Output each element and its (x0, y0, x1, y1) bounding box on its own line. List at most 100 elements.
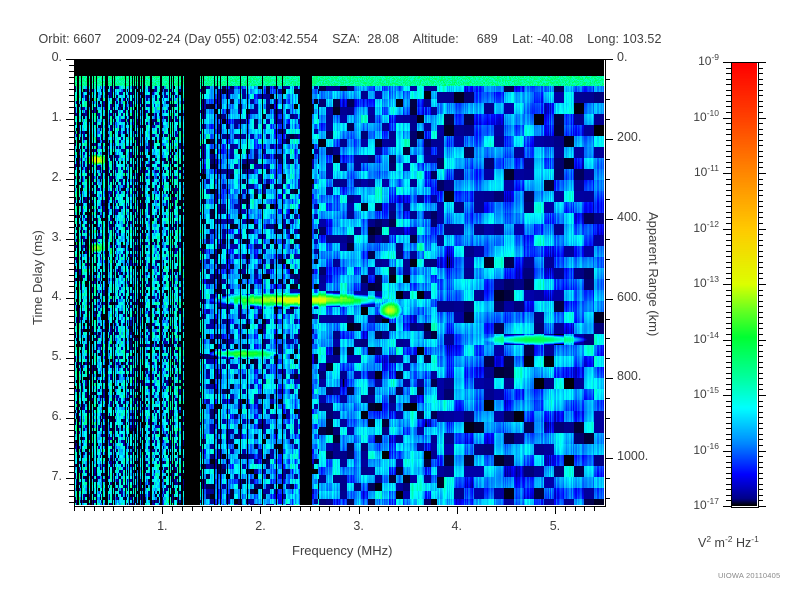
axis-tick (69, 472, 74, 474)
axis-tick (758, 500, 763, 502)
right-tick-label-5: 1000. (617, 449, 649, 464)
axis-tick (69, 376, 74, 378)
axis-tick (348, 506, 350, 511)
axis-tick (726, 345, 731, 347)
header-info: Orbit: 6607 2009-02-24 (Day 055) 02:03:4… (38, 32, 662, 46)
axis-tick (726, 278, 731, 280)
axis-tick (545, 506, 547, 511)
axis-tick (758, 339, 766, 341)
axis-tick (69, 88, 74, 90)
axis-tick (554, 506, 556, 514)
bottom-tick-label-3: 4. (451, 519, 462, 533)
axis-tick (726, 317, 731, 319)
axis-tick (446, 506, 448, 511)
axis-tick (758, 333, 763, 335)
axis-tick (69, 184, 74, 186)
axis-tick (605, 338, 610, 340)
axis-tick (758, 350, 763, 352)
left-tick-label-4: 4. (51, 289, 62, 304)
axis-tick (726, 245, 731, 247)
axis-tick (726, 289, 731, 291)
axis-tick (69, 124, 74, 126)
axis-tick (723, 506, 731, 507)
axis-tick (66, 59, 74, 60)
axis-tick (726, 167, 731, 169)
axis-tick (758, 95, 763, 97)
axis-tick (758, 450, 766, 452)
axis-tick (758, 134, 763, 136)
axis-tick (758, 239, 763, 241)
left-tick-label-5: 5. (51, 349, 62, 364)
left-axis-title: Time Delay (ms) (30, 230, 45, 325)
axis-tick (69, 172, 74, 174)
axis-tick (726, 67, 731, 69)
axis-tick (726, 100, 731, 102)
axis-tick (605, 298, 613, 300)
axis-tick (407, 506, 409, 511)
axis-tick (605, 218, 613, 220)
colorbar-tick-label-1: 10-10 (693, 107, 719, 124)
axis-tick (66, 478, 74, 480)
axis-tick (358, 506, 360, 514)
bottom-tick-label-0: 1. (157, 519, 168, 533)
axis-tick (726, 311, 731, 313)
axis-tick (280, 506, 282, 511)
axis-tick (69, 412, 74, 414)
axis-tick (726, 378, 731, 380)
axis-tick (723, 395, 731, 396)
axis-tick (758, 378, 763, 380)
axis-tick (69, 166, 74, 168)
axis-tick (69, 100, 74, 102)
axis-tick (66, 298, 74, 300)
axis-tick (726, 195, 731, 197)
colorbar (731, 62, 757, 506)
axis-tick (758, 211, 763, 213)
axis-tick (605, 318, 610, 320)
axis-tick (758, 67, 763, 69)
axis-tick (69, 364, 74, 366)
axis-tick (726, 494, 731, 496)
axis-tick (726, 234, 731, 236)
axis-tick (758, 78, 763, 80)
axis-tick (172, 506, 174, 511)
axis-tick (758, 200, 763, 202)
bottom-tick-label-2: 3. (353, 519, 364, 533)
axis-tick (758, 367, 763, 369)
axis-tick (758, 150, 763, 152)
axis-tick (758, 256, 763, 258)
axis-tick (69, 274, 74, 276)
axis-tick (726, 95, 731, 97)
axis-tick (723, 450, 731, 452)
axis-tick (69, 502, 74, 503)
axis-tick (388, 506, 390, 511)
colorbar-tick-label-8: 10-17 (693, 496, 719, 512)
axis-tick (758, 400, 763, 402)
axis-tick (339, 506, 340, 511)
axis-tick (726, 456, 731, 458)
axis-tick (289, 506, 291, 511)
bottom-tick-label-1: 2. (255, 519, 266, 533)
axis-tick (201, 506, 203, 511)
axis-tick (329, 506, 331, 511)
axis-tick (437, 506, 439, 511)
axis-tick (69, 244, 74, 246)
axis-tick (69, 280, 74, 282)
axis-tick (123, 506, 125, 511)
axis-tick (758, 389, 763, 391)
axis-tick (605, 78, 610, 80)
axis-tick (758, 145, 763, 147)
axis-tick (726, 372, 731, 374)
axis-tick (726, 272, 731, 274)
axis-tick (758, 161, 763, 163)
axis-tick (69, 232, 74, 234)
axis-tick (142, 506, 144, 511)
axis-tick (69, 388, 74, 390)
axis-tick (69, 214, 74, 216)
right-tick-label-4: 800. (617, 369, 642, 384)
left-tick-label-6: 6. (51, 409, 62, 424)
axis-tick (758, 417, 763, 419)
axis-tick (758, 89, 763, 91)
colorbar-tick-label-0: 10-9 (698, 52, 719, 68)
axis-tick (456, 506, 458, 514)
axis-tick (758, 272, 763, 274)
